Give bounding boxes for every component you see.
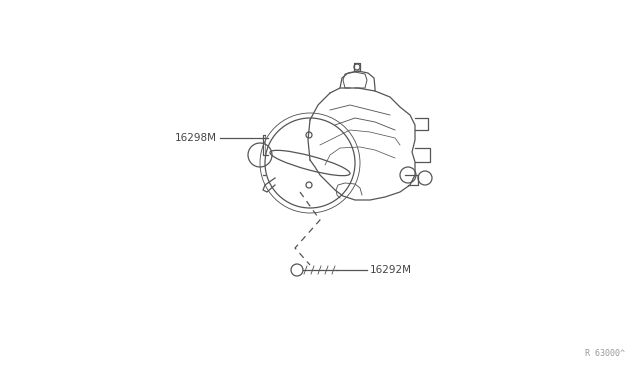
Text: 16292M: 16292M <box>370 265 412 275</box>
Text: R 63000^: R 63000^ <box>585 349 625 358</box>
Text: 16298M: 16298M <box>175 133 217 143</box>
